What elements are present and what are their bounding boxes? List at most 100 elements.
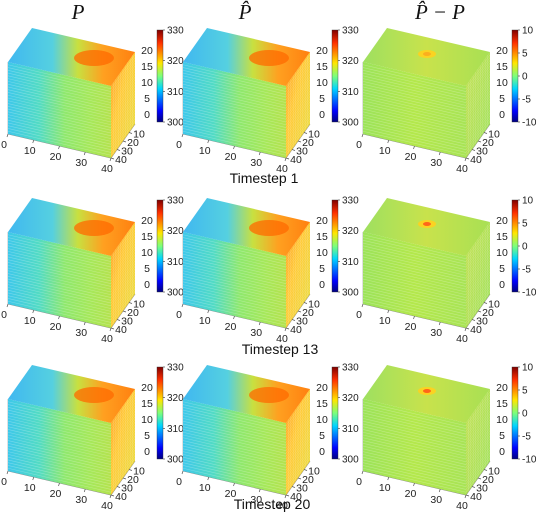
slice-line (7, 289, 112, 315)
cube-side-face (466, 52, 490, 158)
slice-line (362, 245, 467, 271)
z-tick-label: 5 (144, 93, 150, 105)
z-tick-label: 15 (316, 231, 328, 243)
slice-line (110, 252, 136, 287)
x-tick-mark (258, 321, 261, 326)
slice-line (465, 115, 491, 150)
x-tick-mark (83, 151, 86, 156)
slice-line (362, 234, 467, 260)
x-tick-label: 20 (405, 488, 417, 500)
y-tick-label: 20 (302, 137, 314, 149)
slice-line (182, 81, 287, 106)
x-tick-label: 20 (225, 151, 237, 163)
slice-line (7, 429, 112, 454)
slice-line (110, 249, 136, 284)
z-tick-label: 20 (496, 45, 508, 57)
slice-line (182, 270, 287, 296)
x-tick-mark (58, 315, 60, 320)
row-label-timestep-13: Timestep 13 (241, 341, 319, 357)
slice-line (110, 446, 136, 482)
slice-line (7, 431, 112, 457)
x-tick-label: 10 (379, 315, 391, 327)
slice-line (465, 446, 491, 482)
slice-line (285, 104, 311, 139)
cube-side-face (286, 222, 310, 328)
slice-line (7, 70, 112, 95)
colorbar-tick-label: 300 (342, 455, 359, 466)
slice-line (362, 114, 467, 139)
x-tick-label: 0 (356, 139, 362, 151)
slice-line (182, 89, 287, 114)
slice-line (362, 420, 467, 446)
slice-line (285, 79, 311, 114)
slice-line (7, 454, 112, 479)
slice-line (362, 270, 467, 296)
colorbar-tick-label: -10 (522, 288, 537, 299)
colorbar-tick-label: 300 (167, 118, 184, 129)
z-tick-label: 20 (141, 382, 153, 394)
slice-line (7, 128, 112, 153)
slice-line (465, 391, 491, 426)
slice-line (465, 438, 491, 474)
slice-line (110, 85, 136, 120)
slice-line (465, 241, 491, 276)
slice-line (182, 86, 287, 112)
slice-line (7, 404, 112, 429)
slice-line (362, 462, 467, 487)
slice-line (7, 292, 112, 318)
x-tick-label: 30 (250, 327, 262, 339)
slice-line (182, 281, 287, 307)
slice-line (7, 276, 112, 301)
slice-line (7, 240, 112, 265)
cube-top-face (183, 28, 310, 86)
slice-line (7, 298, 112, 323)
slice-line (465, 246, 491, 282)
x-tick-label: 20 (405, 321, 417, 333)
slice-line (285, 419, 311, 454)
slice-line (7, 114, 112, 139)
slice-line (182, 111, 287, 137)
slice-line (7, 448, 112, 474)
slice-line (110, 260, 136, 295)
y-tick-label: 30 (121, 316, 133, 328)
x-tick-label: 40 (101, 500, 113, 512)
colorbar-tick-label: 320 (342, 56, 359, 67)
y-tick-mark (110, 327, 115, 330)
z-tick-label: 10 (141, 247, 153, 259)
slice-line (285, 230, 311, 265)
slice-line (285, 452, 311, 487)
x-tick-label: 20 (405, 151, 417, 163)
x-tick-mark (258, 151, 261, 156)
slice-line (182, 407, 287, 432)
slice-line (110, 279, 136, 315)
slice-line (285, 282, 311, 318)
slice-line (285, 268, 311, 304)
slice-line (7, 451, 112, 476)
slice-line (182, 289, 287, 315)
y-tick-mark (291, 149, 296, 151)
z-tick-label: 10 (316, 77, 328, 89)
slice-line (182, 445, 287, 471)
slice-line (182, 429, 287, 454)
slice-line (465, 397, 491, 432)
slice-line (285, 109, 311, 145)
slice-line (7, 426, 112, 451)
slice-line (182, 70, 287, 95)
slice-line (362, 89, 467, 114)
cube-front-face (183, 232, 286, 328)
colorbar-tick-label: 0 (522, 72, 528, 83)
cube-front-face (8, 232, 111, 328)
y-tick-label: 30 (121, 483, 133, 495)
y-tick-label: 40 (115, 324, 127, 336)
x-tick-label: 30 (75, 494, 87, 506)
x-tick-label: 10 (199, 145, 211, 157)
slice-line (285, 435, 311, 471)
slice-line (362, 287, 467, 312)
slice-line (110, 282, 136, 318)
slice-line (110, 68, 136, 103)
slice-line (285, 413, 311, 449)
slice-line (110, 96, 136, 131)
slice-line (110, 435, 136, 471)
x-tick-label: 10 (24, 145, 36, 157)
